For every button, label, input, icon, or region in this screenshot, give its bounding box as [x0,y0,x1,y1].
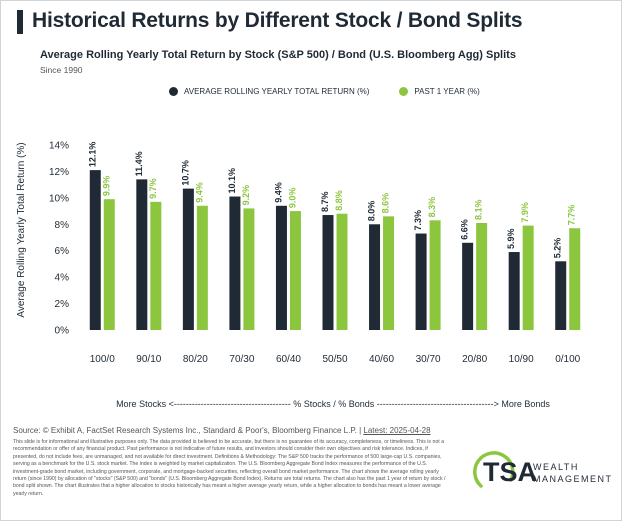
bar-past-year [429,220,441,330]
page-title: Historical Returns by Different Stock / … [32,9,523,32]
y-tick-label: 4% [55,273,70,284]
x-tick-label: 20/80 [462,354,487,365]
data-label-past-year: 9.2% [241,185,251,206]
bar-average [462,242,474,330]
data-label-past-year: 8.3% [427,197,437,218]
data-label-average: 6.6% [460,219,470,240]
logo-line-wealth: WEALTH [533,462,579,472]
data-label-average: 5.9% [506,229,516,250]
data-label-past-year: 9.4% [194,182,204,203]
y-axis: 0% 2% 4% 6% 8% 10% 12% 14% [49,141,69,337]
data-label-past-year: 8.8% [334,190,344,211]
data-label-average: 7.3% [413,210,423,231]
logo-wordmark: TSA [483,457,537,487]
bar-average [555,261,567,330]
chart-subtitle: Average Rolling Yearly Total Return by S… [40,49,516,61]
x-tick-label: 40/60 [369,354,394,365]
bar-past-year [103,199,115,330]
data-label-past-year: 8.6% [381,193,391,214]
data-label-past-year: 7.9% [520,202,530,223]
disclaimer-text: This slide is for informational and illu… [13,439,446,497]
legend-label-average: AVERAGE ROLLING YEARLY TOTAL RETURN (%) [184,87,370,96]
y-tick-label: 0% [55,326,70,337]
bar-average [508,252,520,330]
x-tick-label: 90/10 [136,354,161,365]
x-tick-label: 10/90 [509,354,534,365]
bar-average [136,179,148,330]
bar-past-year [196,205,208,330]
bar-average [415,233,427,330]
bar-average [89,170,101,330]
x-tick-label: 100/0 [90,354,115,365]
legend-swatch-navy [169,87,178,96]
y-tick-label: 2% [55,299,70,310]
data-label-past-year: 9.7% [148,178,158,199]
bars-group: 12.1% 9.9% 11.4% 9.7% 10.7% 9.4% 10.1% 9.2% 9.4%… [87,142,581,330]
x-tick-label: 50/50 [322,354,347,365]
y-tick-label: 8% [55,220,70,231]
bar-past-year [289,211,301,330]
y-tick-label: 6% [55,246,70,257]
bar-average [182,188,194,330]
legend-label-past-year: PAST 1 YEAR (%) [414,87,480,96]
data-label-average: 8.7% [320,192,330,213]
bar-past-year [476,222,488,330]
source-line: Source: © Exhibit A, FactSet Research Sy… [13,426,431,435]
x-tick-label: 30/70 [416,354,441,365]
x-tick-label: 0/100 [555,354,580,365]
x-tick-label: 60/40 [276,354,301,365]
legend-swatch-green [399,87,409,96]
bar-average [275,205,287,330]
data-label-average: 11.4% [134,151,144,176]
logo-line-management: MANAGEMENT [533,474,613,484]
logo-ring-icon [473,451,515,488]
bar-chart: 0% 2% 4% 6% 8% 10% 12% 14% 12.1% 9.9% 11.4% 9.7% 10… [16,141,581,410]
bar-past-year [243,208,255,330]
data-label-average: 8.0% [367,201,377,222]
x-axis: 100/0 90/10 80/20 70/30 60/40 50/50 40/60 30/70… [90,354,581,365]
data-label-past-year: 9.9% [101,176,111,197]
bar-past-year [522,225,534,330]
data-label-average: 10.1% [227,168,237,194]
data-label-past-year: 7.7% [567,205,577,226]
bar-past-year [569,228,581,330]
bar-average [229,196,241,330]
bar-past-year [383,216,395,330]
data-label-average: 12.1% [87,142,97,168]
data-label-past-year: 8.1% [474,199,484,220]
latest-date-link[interactable]: Latest: 2025-04-28 [363,426,431,435]
y-tick-label: 12% [49,167,69,178]
chart-legend: AVERAGE ROLLING YEARLY TOTAL RETURN (%) … [169,87,510,96]
data-label-average: 5.2% [553,238,563,259]
tsa-logo: TSA WEALTH MANAGEMENT [471,448,621,498]
y-tick-label: 10% [49,193,69,204]
x-axis-label: More Stocks <---------------------------… [116,399,550,409]
x-tick-label: 80/20 [183,354,208,365]
legend-item-average: AVERAGE ROLLING YEARLY TOTAL RETURN (%) [169,87,369,96]
bar-average [322,215,334,330]
y-tick-label: 14% [49,141,69,152]
data-label-average: 10.7% [180,160,190,186]
bar-past-year [150,201,162,330]
x-tick-label: 70/30 [229,354,254,365]
title-accent-bar [17,10,23,34]
since-note: Since 1990 [40,65,83,75]
bar-past-year [336,213,348,330]
y-axis-label: Average Rolling Yearly Total Return (%) [16,142,27,317]
legend-item-past-year: PAST 1 YEAR (%) [399,87,480,96]
bar-average [369,224,381,330]
data-label-average: 9.4% [273,182,283,203]
source-text: Source: © Exhibit A, FactSet Research Sy… [13,426,364,435]
data-label-past-year: 9.0% [287,188,297,209]
